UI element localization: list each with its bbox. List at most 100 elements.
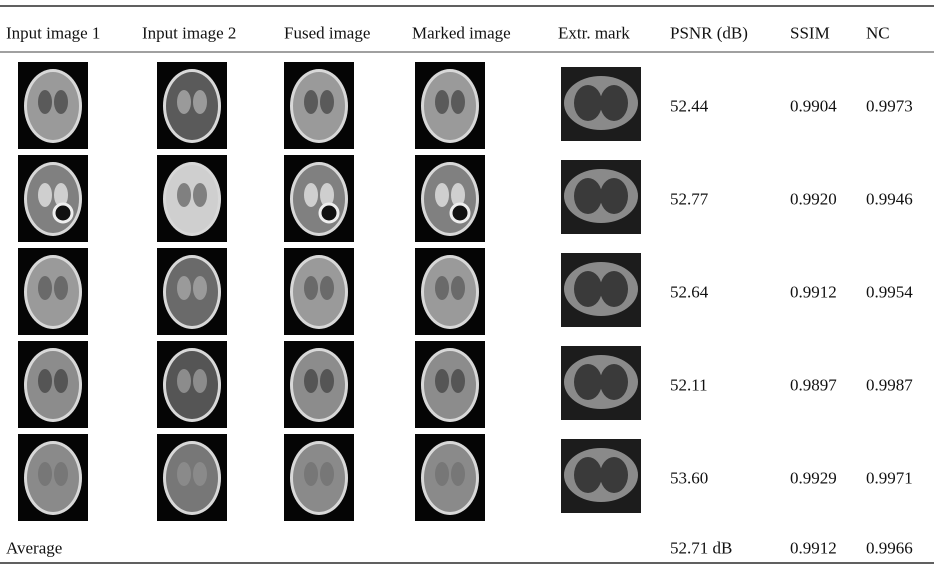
- metric-value: 0.9987: [866, 375, 913, 395]
- brain-tissue: [424, 444, 476, 512]
- column-header: SSIM: [790, 23, 830, 43]
- brain-detail: [320, 90, 334, 114]
- metric-value: 0.9904: [790, 96, 837, 116]
- average-label: Average: [6, 538, 63, 558]
- brain-tissue: [424, 72, 476, 140]
- brain-detail: [38, 369, 52, 393]
- brain-detail: [38, 90, 52, 114]
- brain-detail: [451, 90, 465, 114]
- brain-detail: [451, 369, 465, 393]
- column-header: Fused image: [284, 23, 371, 43]
- average-value: 52.71 dB: [670, 538, 733, 558]
- brain-tissue: [27, 351, 79, 419]
- brain-detail: [304, 369, 318, 393]
- brain-detail: [38, 276, 52, 300]
- brain-detail: [177, 369, 191, 393]
- brain-detail: [54, 90, 68, 114]
- brain-detail: [451, 183, 465, 207]
- ct-lung: [600, 364, 628, 400]
- metric-value: 52.64: [670, 282, 709, 302]
- brain-tissue: [166, 351, 218, 419]
- ct-lung: [600, 271, 628, 307]
- brain-tissue: [293, 351, 345, 419]
- brain-detail: [451, 276, 465, 300]
- metric-value: 0.9971: [866, 468, 913, 488]
- metric-value: 53.60: [670, 468, 709, 488]
- brain-detail: [320, 183, 334, 207]
- ct-lung: [574, 178, 602, 214]
- brain-detail: [177, 276, 191, 300]
- brain-detail: [193, 183, 207, 207]
- brain-tissue: [424, 351, 476, 419]
- brain-detail: [38, 462, 52, 486]
- ct-lung: [600, 85, 628, 121]
- metric-value: 0.9954: [866, 282, 913, 302]
- brain-detail: [304, 90, 318, 114]
- column-header: Extr. mark: [558, 23, 630, 43]
- brain-detail: [435, 183, 449, 207]
- brain-detail: [193, 90, 207, 114]
- average-value: 0.9966: [866, 538, 913, 558]
- column-header: NC: [866, 23, 890, 43]
- brain-detail: [320, 462, 334, 486]
- brain-tissue: [166, 444, 218, 512]
- brain-tissue: [293, 72, 345, 140]
- brain-detail: [177, 90, 191, 114]
- ct-lung: [574, 85, 602, 121]
- brain-detail: [304, 276, 318, 300]
- ct-lung: [600, 178, 628, 214]
- metric-value: 0.9973: [866, 96, 913, 116]
- brain-tissue: [293, 165, 345, 233]
- brain-detail: [177, 183, 191, 207]
- metric-value: 0.9920: [790, 189, 837, 209]
- brain-detail: [304, 462, 318, 486]
- brain-tissue: [424, 165, 476, 233]
- brain-tissue: [27, 72, 79, 140]
- brain-detail: [54, 462, 68, 486]
- brain-detail: [435, 276, 449, 300]
- brain-detail: [54, 276, 68, 300]
- brain-tissue: [293, 258, 345, 326]
- column-header: Input image 2: [142, 23, 237, 43]
- brain-detail: [435, 369, 449, 393]
- brain-tissue: [166, 258, 218, 326]
- brain-detail: [54, 183, 68, 207]
- brain-tissue: [293, 444, 345, 512]
- ct-lung: [574, 364, 602, 400]
- brain-detail: [38, 183, 52, 207]
- brain-lesion: [318, 202, 340, 224]
- brain-tissue: [424, 258, 476, 326]
- brain-lesion: [449, 202, 471, 224]
- brain-lesion: [52, 202, 74, 224]
- brain-tissue: [27, 444, 79, 512]
- column-header: PSNR (dB): [670, 23, 748, 43]
- brain-detail: [320, 276, 334, 300]
- brain-tissue: [27, 165, 79, 233]
- column-header: Marked image: [412, 23, 511, 43]
- brain-detail: [320, 369, 334, 393]
- brain-detail: [193, 462, 207, 486]
- metric-value: 0.9929: [790, 468, 837, 488]
- brain-detail: [54, 369, 68, 393]
- brain-detail: [451, 462, 465, 486]
- brain-tissue: [27, 258, 79, 326]
- ct-lung: [574, 457, 602, 493]
- metric-value: 52.44: [670, 96, 709, 116]
- metric-value: 0.9897: [790, 375, 837, 395]
- brain-detail: [177, 462, 191, 486]
- ct-lung: [574, 271, 602, 307]
- metric-value: 52.11: [670, 375, 708, 395]
- brain-detail: [304, 183, 318, 207]
- ct-lung: [600, 457, 628, 493]
- metric-value: 0.9946: [866, 189, 913, 209]
- metric-value: 52.77: [670, 189, 709, 209]
- brain-tissue: [166, 72, 218, 140]
- brain-tissue: [166, 165, 218, 233]
- average-value: 0.9912: [790, 538, 837, 558]
- brain-detail: [435, 90, 449, 114]
- metric-value: 0.9912: [790, 282, 837, 302]
- brain-detail: [435, 462, 449, 486]
- column-header: Input image 1: [6, 23, 101, 43]
